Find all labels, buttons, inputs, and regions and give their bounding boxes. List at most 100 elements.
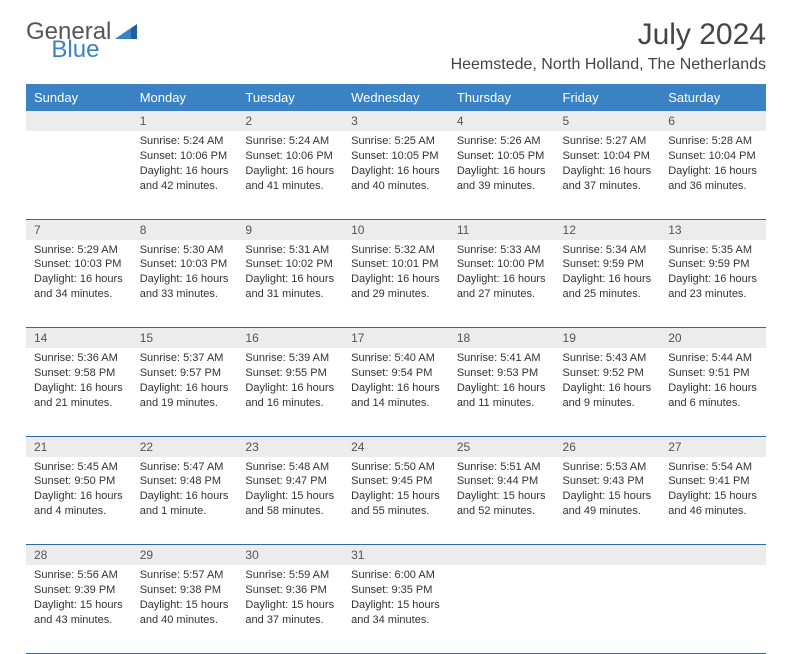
day-cell: Sunrise: 5:50 AMSunset: 9:45 PMDaylight:… — [343, 457, 449, 545]
day-cell: Sunrise: 5:26 AMSunset: 10:05 PMDaylight… — [449, 131, 555, 219]
day-number: 26 — [555, 436, 661, 457]
day-cell: Sunrise: 5:37 AMSunset: 9:57 PMDaylight:… — [132, 348, 238, 436]
day-cell: Sunrise: 5:39 AMSunset: 9:55 PMDaylight:… — [237, 348, 343, 436]
day-number: 31 — [343, 545, 449, 566]
day-cell: Sunrise: 5:48 AMSunset: 9:47 PMDaylight:… — [237, 457, 343, 545]
title-block: July 2024 Heemstede, North Holland, The … — [451, 18, 766, 74]
day-cell: Sunrise: 5:47 AMSunset: 9:48 PMDaylight:… — [132, 457, 238, 545]
day-cell: Sunrise: 5:24 AMSunset: 10:06 PMDaylight… — [237, 131, 343, 219]
weekday-header: Wednesday — [343, 84, 449, 111]
day-number: 1 — [132, 111, 238, 131]
day-number: 28 — [26, 545, 132, 566]
day-number: 22 — [132, 436, 238, 457]
day-number: 29 — [132, 545, 238, 566]
day-number — [26, 111, 132, 131]
day-cell: Sunrise: 5:25 AMSunset: 10:05 PMDaylight… — [343, 131, 449, 219]
day-cell: Sunrise: 6:00 AMSunset: 9:35 PMDaylight:… — [343, 565, 449, 653]
day-number: 20 — [660, 328, 766, 349]
day-number: 5 — [555, 111, 661, 131]
day-number-row: 78910111213 — [26, 219, 766, 240]
day-cell: Sunrise: 5:35 AMSunset: 9:59 PMDaylight:… — [660, 240, 766, 328]
day-details: Sunrise: 5:44 AMSunset: 9:51 PMDaylight:… — [660, 348, 766, 416]
day-number: 24 — [343, 436, 449, 457]
weekday-header: Sunday — [26, 84, 132, 111]
day-number: 11 — [449, 219, 555, 240]
day-cell: Sunrise: 5:30 AMSunset: 10:03 PMDaylight… — [132, 240, 238, 328]
day-cell: Sunrise: 5:51 AMSunset: 9:44 PMDaylight:… — [449, 457, 555, 545]
day-number: 21 — [26, 436, 132, 457]
day-details: Sunrise: 5:37 AMSunset: 9:57 PMDaylight:… — [132, 348, 238, 416]
day-number: 13 — [660, 219, 766, 240]
day-details: Sunrise: 5:50 AMSunset: 9:45 PMDaylight:… — [343, 457, 449, 525]
day-details: Sunrise: 5:27 AMSunset: 10:04 PMDaylight… — [555, 131, 661, 199]
day-cell — [449, 565, 555, 653]
day-number: 30 — [237, 545, 343, 566]
day-details: Sunrise: 5:45 AMSunset: 9:50 PMDaylight:… — [26, 457, 132, 525]
day-cell: Sunrise: 5:41 AMSunset: 9:53 PMDaylight:… — [449, 348, 555, 436]
day-content-row: Sunrise: 5:45 AMSunset: 9:50 PMDaylight:… — [26, 457, 766, 545]
day-number — [449, 545, 555, 566]
day-number: 8 — [132, 219, 238, 240]
calendar-table: Sunday Monday Tuesday Wednesday Thursday… — [26, 84, 766, 654]
day-number: 7 — [26, 219, 132, 240]
day-details: Sunrise: 5:24 AMSunset: 10:06 PMDaylight… — [132, 131, 238, 199]
brand-logo: General Blue — [26, 18, 189, 46]
day-number: 27 — [660, 436, 766, 457]
day-cell — [555, 565, 661, 653]
weekday-header: Saturday — [660, 84, 766, 111]
day-number-row: 14151617181920 — [26, 328, 766, 349]
day-cell — [660, 565, 766, 653]
day-cell: Sunrise: 5:45 AMSunset: 9:50 PMDaylight:… — [26, 457, 132, 545]
day-number: 25 — [449, 436, 555, 457]
day-number: 17 — [343, 328, 449, 349]
day-number: 14 — [26, 328, 132, 349]
day-number: 12 — [555, 219, 661, 240]
day-content-row: Sunrise: 5:24 AMSunset: 10:06 PMDaylight… — [26, 131, 766, 219]
brand-triangle-icon — [115, 21, 137, 44]
day-number: 6 — [660, 111, 766, 131]
day-number: 18 — [449, 328, 555, 349]
day-number: 15 — [132, 328, 238, 349]
day-details: Sunrise: 5:56 AMSunset: 9:39 PMDaylight:… — [26, 565, 132, 633]
day-cell: Sunrise: 5:54 AMSunset: 9:41 PMDaylight:… — [660, 457, 766, 545]
day-details: Sunrise: 5:32 AMSunset: 10:01 PMDaylight… — [343, 240, 449, 308]
day-details: Sunrise: 5:31 AMSunset: 10:02 PMDaylight… — [237, 240, 343, 308]
day-details: Sunrise: 5:39 AMSunset: 9:55 PMDaylight:… — [237, 348, 343, 416]
day-number-row: 28293031 — [26, 545, 766, 566]
day-details: Sunrise: 5:43 AMSunset: 9:52 PMDaylight:… — [555, 348, 661, 416]
day-details: Sunrise: 5:51 AMSunset: 9:44 PMDaylight:… — [449, 457, 555, 525]
header: General Blue July 2024 Heemstede, North … — [26, 18, 766, 74]
day-number: 19 — [555, 328, 661, 349]
day-cell: Sunrise: 5:53 AMSunset: 9:43 PMDaylight:… — [555, 457, 661, 545]
day-cell: Sunrise: 5:59 AMSunset: 9:36 PMDaylight:… — [237, 565, 343, 653]
day-number-row: 21222324252627 — [26, 436, 766, 457]
day-number: 2 — [237, 111, 343, 131]
day-cell: Sunrise: 5:33 AMSunset: 10:00 PMDaylight… — [449, 240, 555, 328]
day-cell: Sunrise: 5:29 AMSunset: 10:03 PMDaylight… — [26, 240, 132, 328]
day-cell — [26, 131, 132, 219]
day-details: Sunrise: 5:29 AMSunset: 10:03 PMDaylight… — [26, 240, 132, 308]
weekday-header-row: Sunday Monday Tuesday Wednesday Thursday… — [26, 84, 766, 111]
day-details: Sunrise: 5:30 AMSunset: 10:03 PMDaylight… — [132, 240, 238, 308]
page-title: July 2024 — [451, 18, 766, 52]
day-number: 16 — [237, 328, 343, 349]
weekday-header: Monday — [132, 84, 238, 111]
day-details: Sunrise: 5:57 AMSunset: 9:38 PMDaylight:… — [132, 565, 238, 633]
day-content-row: Sunrise: 5:36 AMSunset: 9:58 PMDaylight:… — [26, 348, 766, 436]
day-details: Sunrise: 5:35 AMSunset: 9:59 PMDaylight:… — [660, 240, 766, 308]
day-details: Sunrise: 5:47 AMSunset: 9:48 PMDaylight:… — [132, 457, 238, 525]
day-details: Sunrise: 5:34 AMSunset: 9:59 PMDaylight:… — [555, 240, 661, 308]
weekday-header: Thursday — [449, 84, 555, 111]
day-content-row: Sunrise: 5:56 AMSunset: 9:39 PMDaylight:… — [26, 565, 766, 653]
day-details: Sunrise: 5:40 AMSunset: 9:54 PMDaylight:… — [343, 348, 449, 416]
day-number — [555, 545, 661, 566]
day-details: Sunrise: 5:54 AMSunset: 9:41 PMDaylight:… — [660, 457, 766, 525]
day-cell: Sunrise: 5:28 AMSunset: 10:04 PMDaylight… — [660, 131, 766, 219]
day-cell: Sunrise: 5:57 AMSunset: 9:38 PMDaylight:… — [132, 565, 238, 653]
day-cell: Sunrise: 5:32 AMSunset: 10:01 PMDaylight… — [343, 240, 449, 328]
day-cell: Sunrise: 5:36 AMSunset: 9:58 PMDaylight:… — [26, 348, 132, 436]
day-number: 4 — [449, 111, 555, 131]
day-details: Sunrise: 5:41 AMSunset: 9:53 PMDaylight:… — [449, 348, 555, 416]
day-number: 3 — [343, 111, 449, 131]
day-details: Sunrise: 5:48 AMSunset: 9:47 PMDaylight:… — [237, 457, 343, 525]
